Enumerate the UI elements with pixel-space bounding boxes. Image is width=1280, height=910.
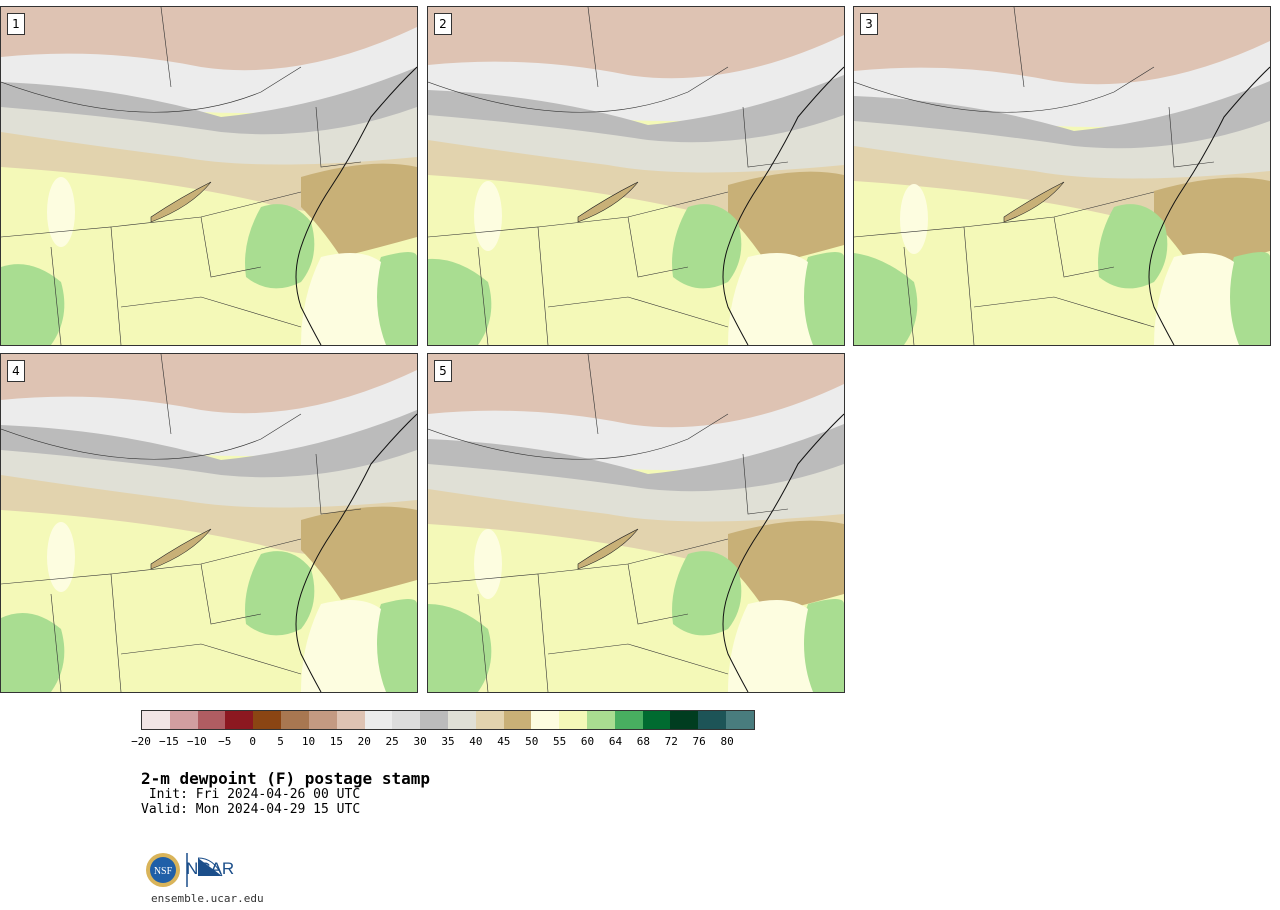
colorbar-tick-8: 20 bbox=[357, 735, 371, 748]
colorbar-tick-5: 5 bbox=[277, 735, 284, 748]
dewpoint-map-5 bbox=[428, 354, 844, 692]
dewpoint-map-4 bbox=[1, 354, 417, 692]
colorbar-tick-4: 0 bbox=[249, 735, 256, 748]
colorbar-swatch-16 bbox=[587, 711, 615, 729]
colorbar-swatch-19 bbox=[670, 711, 699, 729]
stamp-panel-2: 2 bbox=[427, 6, 845, 346]
colorbar-swatch-21 bbox=[726, 711, 754, 729]
colorbar-swatch-7 bbox=[336, 711, 365, 729]
panel-label-1: 1 bbox=[7, 13, 25, 35]
panel-label-3: 3 bbox=[860, 13, 878, 35]
colorbar-swatch-0 bbox=[142, 711, 170, 729]
colorbar-tick-13: 45 bbox=[497, 735, 511, 748]
site-url[interactable]: ensemble.ucar.edu bbox=[151, 892, 264, 905]
init-time: Init: Fri 2024-04-26 00 UTC bbox=[141, 787, 361, 802]
colorbar-tick-18: 68 bbox=[636, 735, 650, 748]
colorbar-tick-14: 50 bbox=[525, 735, 539, 748]
colorbar-tick-15: 55 bbox=[553, 735, 567, 748]
nsf-ncar-logo: NSF bbox=[146, 853, 223, 887]
colorbar-tick-16: 60 bbox=[580, 735, 595, 748]
colorbar-swatch-12 bbox=[475, 711, 504, 729]
stamp-panel-1: 1 bbox=[0, 6, 418, 346]
colorbar-tick-0: −20 bbox=[131, 735, 151, 748]
colorbar-swatch-3 bbox=[225, 711, 254, 729]
ncar-logo-text: NCAR bbox=[186, 859, 235, 878]
colorbar-swatch-5 bbox=[281, 711, 309, 729]
colorbar-swatch-15 bbox=[559, 711, 587, 729]
colorbar-swatch-18 bbox=[642, 711, 671, 729]
colorbar-tick-21: 80 bbox=[720, 735, 734, 748]
dewpoint-map-3 bbox=[854, 7, 1270, 345]
colorbar-tick-2: −10 bbox=[186, 735, 207, 748]
colorbar-tick-11: 35 bbox=[441, 735, 455, 748]
colorbar-swatch-20 bbox=[698, 711, 727, 729]
colorbar-tick-20: 76 bbox=[692, 735, 706, 748]
colorbar-tick-1: −15 bbox=[158, 735, 179, 748]
colorbar-swatch-14 bbox=[531, 711, 560, 729]
colorbar-tick-10: 30 bbox=[413, 735, 427, 748]
colorbar-swatch-17 bbox=[614, 711, 643, 729]
colorbar bbox=[141, 710, 755, 730]
colorbar-swatch-6 bbox=[308, 711, 337, 729]
colorbar-tick-9: 25 bbox=[385, 735, 399, 748]
colorbar-swatch-9 bbox=[392, 711, 421, 729]
colorbar-swatch-11 bbox=[447, 711, 476, 729]
dewpoint-map-1 bbox=[1, 7, 417, 345]
colorbar-swatch-1 bbox=[169, 711, 198, 729]
colorbar-tick-12: 40 bbox=[469, 735, 483, 748]
colorbar-tick-labels: −20 −15 −10 −5 0 5 10 15 20 25 30 35 40 45 50 55 60 64 68 7… bbox=[131, 735, 755, 749]
chart-title: 2-m dewpoint (F) postage stamp bbox=[141, 769, 430, 788]
stamp-panel-4: 4 bbox=[0, 353, 418, 693]
colorbar-swatch-2 bbox=[197, 711, 226, 729]
colorbar-tick-7: 15 bbox=[329, 735, 343, 748]
panel-label-4: 4 bbox=[7, 360, 25, 382]
nsf-seal-text: NSF bbox=[154, 866, 173, 877]
colorbar-swatch-10 bbox=[420, 711, 448, 729]
colorbar-tick-6: 10 bbox=[301, 735, 316, 748]
colorbar-tick-3: −5 bbox=[218, 735, 232, 748]
colorbar-swatch-8 bbox=[364, 711, 393, 729]
colorbar-swatch-4 bbox=[253, 711, 282, 729]
colorbar-tick-19: 72 bbox=[664, 735, 678, 748]
stamp-panel-5: 5 bbox=[427, 353, 845, 693]
stamp-panel-3: 3 bbox=[853, 6, 1271, 346]
valid-time: Valid: Mon 2024-04-29 15 UTC bbox=[141, 802, 361, 817]
colorbar-swatch-13 bbox=[503, 711, 532, 729]
dewpoint-map-2 bbox=[428, 7, 844, 345]
panel-label-2: 2 bbox=[434, 13, 452, 35]
colorbar-tick-17: 64 bbox=[608, 735, 623, 748]
panel-label-5: 5 bbox=[434, 360, 452, 382]
